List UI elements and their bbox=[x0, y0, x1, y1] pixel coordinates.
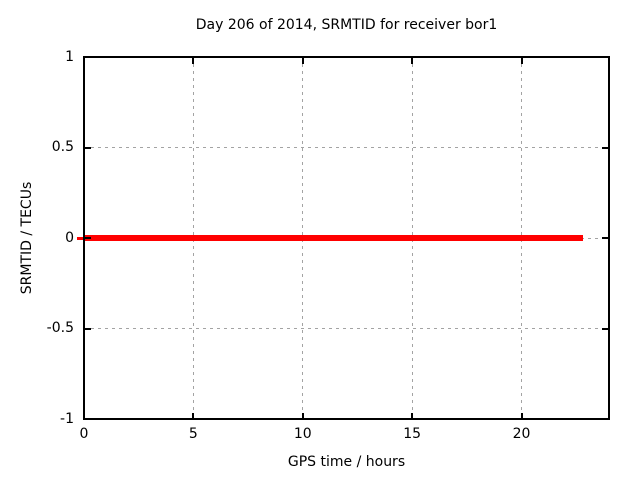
y-tick-right bbox=[602, 327, 608, 330]
y-axis-label: SRMTID / TECUs bbox=[19, 181, 35, 295]
y-tick-right bbox=[602, 418, 608, 420]
chart-title: Day 206 of 2014, SRMTID for receiver bor… bbox=[195, 17, 498, 33]
y-tick-label: -0.5 bbox=[46, 320, 74, 336]
y-tick-label: 1 bbox=[65, 48, 74, 65]
x-axis-label: GPS time / hours bbox=[287, 454, 406, 470]
x-tick-label: 15 bbox=[403, 426, 422, 442]
x-tick-top bbox=[83, 58, 85, 64]
x-tick-bottom bbox=[83, 413, 85, 419]
y-tick-label: 0 bbox=[65, 229, 74, 246]
y-tick-label: 0.5 bbox=[51, 139, 74, 155]
plot-border bbox=[83, 56, 610, 420]
x-tick-top bbox=[411, 58, 414, 64]
y-tick-right bbox=[602, 237, 608, 239]
y-tick-left bbox=[85, 418, 91, 420]
y-tick-right bbox=[602, 56, 608, 58]
x-tick-top bbox=[520, 58, 523, 64]
x-tick-label: 0 bbox=[79, 426, 89, 442]
y-tick-left bbox=[85, 56, 91, 58]
y-tick-left bbox=[85, 146, 91, 149]
x-tick-bottom bbox=[520, 413, 523, 419]
y-gridline bbox=[84, 328, 609, 329]
x-tick-bottom bbox=[411, 413, 414, 419]
y-tick-left bbox=[85, 327, 91, 330]
series-line-start-cap bbox=[77, 236, 84, 240]
y-tick-right bbox=[602, 146, 608, 149]
x-tick-label: 5 bbox=[188, 426, 198, 442]
x-tick-top bbox=[192, 58, 195, 64]
y-tick-label: -1 bbox=[60, 410, 74, 427]
x-tick-top bbox=[301, 58, 304, 64]
y-gridline bbox=[84, 147, 609, 148]
x-tick-bottom bbox=[301, 413, 304, 419]
x-tick-label: 10 bbox=[293, 426, 312, 442]
y-tick-left bbox=[85, 237, 91, 239]
series-line bbox=[84, 235, 583, 241]
x-tick-bottom bbox=[192, 413, 195, 419]
x-tick-label: 20 bbox=[512, 426, 531, 442]
